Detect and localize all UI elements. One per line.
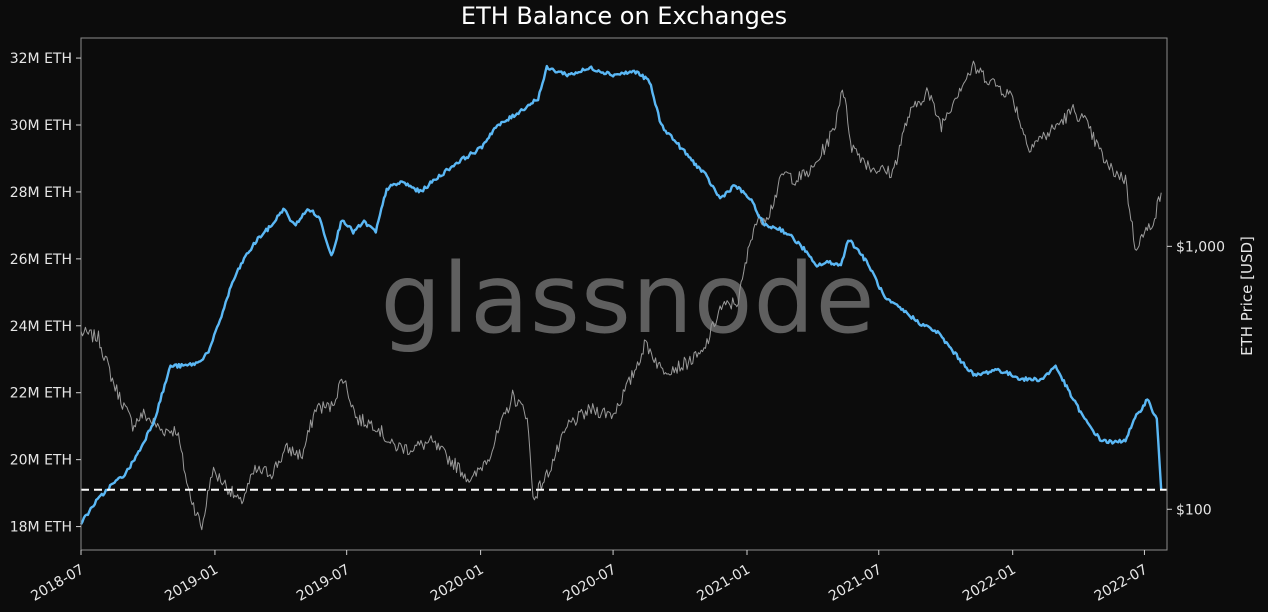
- y-left-tick-label: 20M ETH: [10, 453, 72, 469]
- eth-price-line: [80, 60, 1162, 531]
- right-axis-label: ETH Price [USD]: [1238, 236, 1256, 356]
- y-left-tick-label: 26M ETH: [10, 252, 72, 268]
- y-left-tick-label: 22M ETH: [10, 386, 72, 402]
- y-right-tick-label: $1,000: [1176, 239, 1225, 255]
- plot-frame: [80, 37, 1168, 551]
- watermark: glassnode: [380, 243, 875, 355]
- eth-balance-line: [79, 64, 1163, 525]
- y-left-tick-label: 24M ETH: [10, 319, 72, 335]
- y-left-tick-label: 28M ETH: [10, 185, 72, 201]
- y-left-tick-label: 18M ETH: [10, 520, 72, 536]
- y-right-tick-label: $100: [1176, 502, 1212, 518]
- chart-title: ETH Balance on Exchanges: [461, 2, 787, 30]
- y-left-tick-label: 30M ETH: [10, 118, 72, 134]
- y-left-tick-label: 32M ETH: [10, 51, 72, 67]
